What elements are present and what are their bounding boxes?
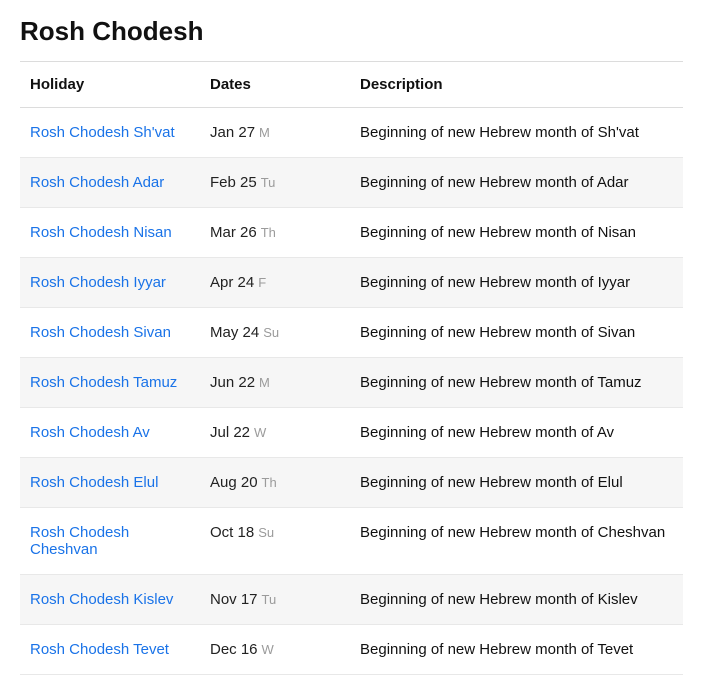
cell-holiday: Rosh Chodesh Av (20, 408, 200, 458)
day-abbr: Th (261, 225, 276, 240)
cell-holiday: Rosh Chodesh Kislev (20, 575, 200, 625)
holiday-link[interactable]: Rosh Chodesh Tevet (30, 641, 169, 658)
cell-description: Beginning of new Hebrew month of Av (350, 408, 683, 458)
date-text: Feb 25 (210, 174, 257, 191)
day-abbr: W (262, 642, 274, 657)
cell-holiday: Rosh Chodesh Nisan (20, 208, 200, 258)
holiday-link[interactable]: Rosh Chodesh Sh'vat (30, 124, 175, 141)
day-abbr: Tu (262, 592, 277, 607)
day-abbr: Su (263, 325, 279, 340)
holiday-link[interactable]: Rosh Chodesh Cheshvan (30, 524, 129, 558)
table-row: Rosh Chodesh Iyyar Apr 24 F Beginning of ne… (20, 258, 683, 308)
table-row: Rosh Chodesh Sh'vat Jan 27 M Beginning of n… (20, 108, 683, 158)
date-text: Mar 26 (210, 224, 257, 241)
holiday-link[interactable]: Rosh Chodesh Kislev (30, 591, 173, 608)
cell-date: Oct 18 Su (200, 508, 350, 575)
col-header-description: Description (350, 62, 683, 108)
date-text: Dec 16 (210, 641, 258, 658)
date-text: Oct 18 (210, 524, 254, 541)
cell-description: Beginning of new Hebrew month of Elul (350, 458, 683, 508)
day-abbr: Tu (261, 175, 276, 190)
cell-holiday: Rosh Chodesh Sivan (20, 308, 200, 358)
holiday-link[interactable]: Rosh Chodesh Tamuz (30, 374, 177, 391)
table-row: Rosh Chodesh Sivan May 24 Su Beginning of n… (20, 308, 683, 358)
cell-date: Jun 22 M (200, 358, 350, 408)
table-row: Rosh Chodesh Tevet Dec 16 W Beginning of ne… (20, 625, 683, 675)
date-text: Jun 22 (210, 374, 255, 391)
cell-date: Jan 27 M (200, 108, 350, 158)
holiday-link[interactable]: Rosh Chodesh Av (30, 424, 150, 441)
cell-date: Feb 25 Tu (200, 158, 350, 208)
cell-description: Beginning of new Hebrew month of Cheshva… (350, 508, 683, 575)
col-header-holiday: Holiday (20, 62, 200, 108)
date-text: May 24 (210, 324, 259, 341)
holiday-table: Holiday Dates Description Rosh Chodesh S… (20, 61, 683, 675)
date-text: Apr 24 (210, 274, 254, 291)
day-abbr: Th (262, 475, 277, 490)
cell-description: Beginning of new Hebrew month of Adar (350, 158, 683, 208)
cell-date: Jul 22 W (200, 408, 350, 458)
holiday-link[interactable]: Rosh Chodesh Iyyar (30, 274, 166, 291)
date-text: Jul 22 (210, 424, 250, 441)
cell-description: Beginning of new Hebrew month of Nisan (350, 208, 683, 258)
cell-date: Nov 17 Tu (200, 575, 350, 625)
cell-date: Apr 24 F (200, 258, 350, 308)
table-row: Rosh Chodesh Nisan Mar 26 Th Beginning of n… (20, 208, 683, 258)
holiday-link[interactable]: Rosh Chodesh Nisan (30, 224, 172, 241)
day-abbr: W (254, 425, 266, 440)
table-row: Rosh Chodesh Tamuz Jun 22 M Beginning of ne… (20, 358, 683, 408)
cell-description: Beginning of new Hebrew month of Iyyar (350, 258, 683, 308)
date-text: Nov 17 (210, 591, 258, 608)
table-header-row: Holiday Dates Description (20, 62, 683, 108)
col-header-dates: Dates (200, 62, 350, 108)
cell-date: Aug 20 Th (200, 458, 350, 508)
cell-date: May 24 Su (200, 308, 350, 358)
day-abbr: Su (258, 525, 274, 540)
cell-holiday: Rosh Chodesh Sh'vat (20, 108, 200, 158)
day-abbr: F (258, 275, 266, 290)
table-row: Rosh Chodesh Cheshvan Oct 18 Su Beginning o… (20, 508, 683, 575)
cell-holiday: Rosh Chodesh Adar (20, 158, 200, 208)
date-text: Jan 27 (210, 124, 255, 141)
table-row: Rosh Chodesh Kislev Nov 17 Tu Beginning of … (20, 575, 683, 625)
holiday-link[interactable]: Rosh Chodesh Elul (30, 474, 158, 491)
cell-holiday: Rosh Chodesh Tevet (20, 625, 200, 675)
cell-holiday: Rosh Chodesh Elul (20, 458, 200, 508)
table-row: Rosh Chodesh Elul Aug 20 Th Beginning of ne… (20, 458, 683, 508)
cell-description: Beginning of new Hebrew month of Tamuz (350, 358, 683, 408)
section-title: Rosh Chodesh (20, 16, 683, 47)
cell-description: Beginning of new Hebrew month of Tevet (350, 625, 683, 675)
table-row: Rosh Chodesh Av Jul 22 W Beginning of new H… (20, 408, 683, 458)
day-abbr: M (259, 125, 270, 140)
cell-description: Beginning of new Hebrew month of Sh'vat (350, 108, 683, 158)
holiday-link[interactable]: Rosh Chodesh Sivan (30, 324, 171, 341)
date-text: Aug 20 (210, 474, 258, 491)
cell-description: Beginning of new Hebrew month of Sivan (350, 308, 683, 358)
cell-date: Dec 16 W (200, 625, 350, 675)
cell-holiday: Rosh Chodesh Cheshvan (20, 508, 200, 575)
cell-date: Mar 26 Th (200, 208, 350, 258)
holiday-link[interactable]: Rosh Chodesh Adar (30, 174, 164, 191)
cell-description: Beginning of new Hebrew month of Kislev (350, 575, 683, 625)
day-abbr: M (259, 375, 270, 390)
cell-holiday: Rosh Chodesh Tamuz (20, 358, 200, 408)
table-row: Rosh Chodesh Adar Feb 25 Tu Beginning of ne… (20, 158, 683, 208)
cell-holiday: Rosh Chodesh Iyyar (20, 258, 200, 308)
